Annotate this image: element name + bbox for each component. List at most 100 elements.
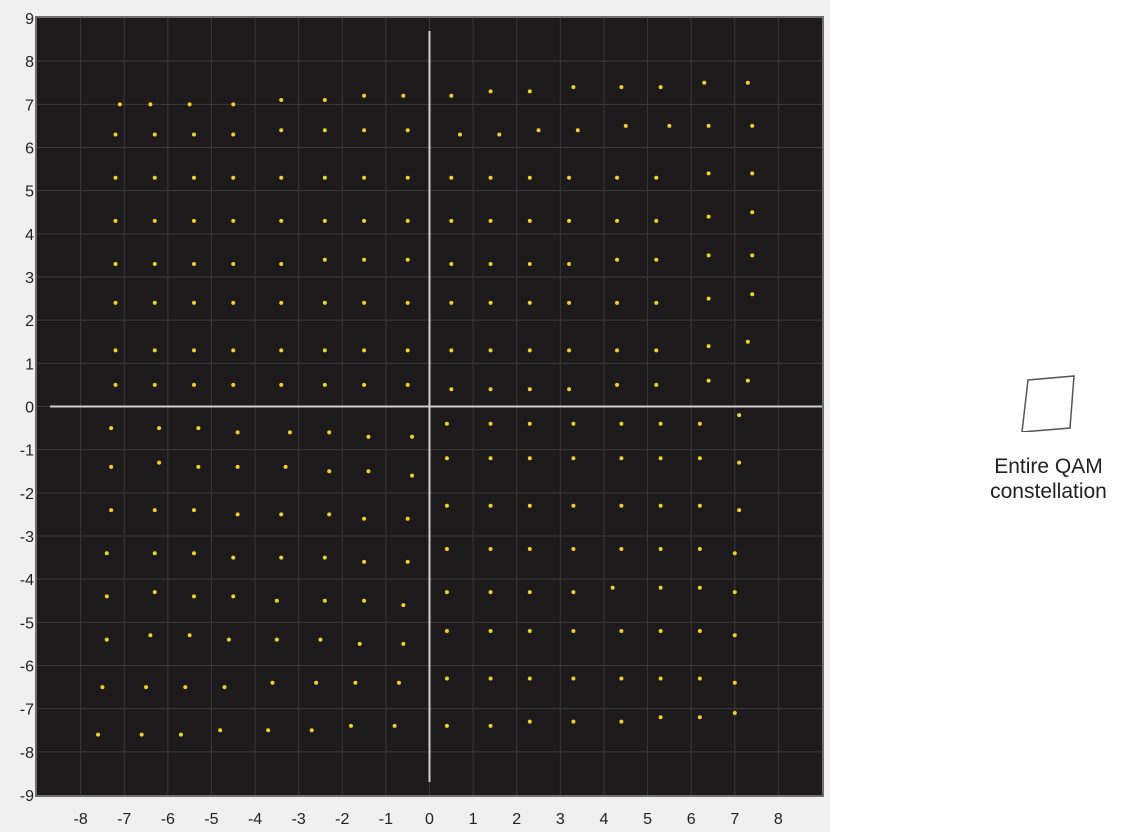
data-point: [405, 348, 410, 353]
data-point: [458, 132, 463, 137]
y-tick-label: -4: [20, 572, 34, 589]
data-point: [567, 387, 572, 392]
data-point: [96, 732, 101, 737]
data-point: [654, 300, 659, 305]
data-point: [192, 594, 196, 599]
data-point: [658, 628, 663, 633]
data-point: [113, 175, 118, 180]
data-point: [571, 503, 576, 508]
data-point: [615, 382, 620, 387]
data-point: [488, 503, 493, 508]
y-tick-labels: 9 8 7 6 5 4 3 2 1 0 -1 -2 -3 -4 -5 -6 -7 -8 -9: [20, 11, 34, 805]
data-point: [658, 85, 663, 90]
data-point: [405, 382, 410, 387]
data-point: [226, 637, 231, 642]
data-point: [139, 732, 144, 737]
data-point: [619, 421, 624, 426]
data-point: [654, 257, 659, 262]
data-point: [104, 637, 109, 642]
data-point: [615, 257, 620, 262]
data-point: [322, 382, 327, 387]
data-point: [444, 456, 449, 461]
data-point: [658, 546, 663, 551]
data-point: [100, 685, 105, 690]
x-tick-label: 0: [425, 811, 434, 828]
data-point: [235, 512, 240, 517]
data-point: [488, 387, 493, 392]
data-point: [571, 456, 576, 461]
data-point: [488, 218, 493, 223]
parallelogram-outline-icon: [1021, 375, 1075, 432]
data-point: [658, 676, 663, 681]
data-point: [405, 257, 410, 262]
data-point: [527, 89, 532, 94]
data-point: [697, 585, 702, 590]
data-point: [488, 590, 493, 595]
x-tick-label: 4: [599, 811, 608, 828]
data-point: [322, 257, 327, 262]
y-tick-label: 9: [25, 11, 34, 28]
data-point: [362, 348, 367, 353]
x-tick-label: 8: [774, 811, 783, 828]
data-point: [109, 464, 114, 469]
data-point: [152, 218, 157, 223]
axis-lines: [50, 30, 822, 783]
data-point: [615, 348, 620, 353]
data-point: [527, 348, 532, 353]
data-point: [327, 430, 332, 435]
data-point: [706, 296, 711, 301]
data-point: [192, 175, 196, 180]
y-tick-label: -7: [20, 702, 34, 719]
data-point: [322, 98, 327, 103]
x-tick-label: -2: [335, 811, 349, 828]
data-point: [231, 175, 236, 180]
data-point: [362, 218, 367, 223]
data-point: [152, 175, 157, 180]
data-point: [706, 344, 711, 349]
data-point: [658, 456, 663, 461]
data-point: [706, 214, 711, 219]
data-point: [266, 728, 271, 733]
y-tick-label: -1: [20, 443, 34, 460]
data-point: [187, 102, 192, 107]
data-point: [745, 339, 750, 344]
y-tick-label: -5: [20, 615, 34, 632]
data-point: [497, 132, 502, 137]
data-point: [654, 175, 659, 180]
data-point: [488, 421, 493, 426]
data-point: [279, 218, 284, 223]
data-point: [449, 218, 454, 223]
data-point: [444, 628, 449, 633]
data-point: [697, 421, 702, 426]
x-tick-label: -4: [248, 811, 262, 828]
data-point: [183, 685, 188, 690]
data-point: [231, 262, 236, 267]
data-point: [527, 300, 532, 305]
data-point: [192, 132, 196, 137]
data-point: [192, 218, 196, 223]
data-point: [619, 503, 624, 508]
data-point: [449, 348, 454, 353]
data-point: [192, 300, 196, 305]
data-point: [309, 728, 314, 733]
data-point: [362, 300, 367, 305]
data-point: [737, 413, 742, 418]
data-point: [615, 175, 620, 180]
data-point: [527, 546, 532, 551]
data-point: [750, 171, 755, 176]
data-point: [737, 460, 742, 465]
data-point: [362, 598, 367, 603]
data-point: [187, 633, 192, 638]
data-point: [274, 598, 279, 603]
data-point: [231, 300, 236, 305]
x-tick-label: -3: [292, 811, 306, 828]
data-point: [410, 473, 415, 478]
data-point: [488, 348, 493, 353]
data-point: [235, 464, 240, 469]
data-point: [148, 633, 153, 638]
legend-label: Entire QAM constellation: [990, 455, 1107, 503]
data-point: [619, 676, 624, 681]
y-tick-label: -6: [20, 659, 34, 676]
data-point: [732, 710, 737, 715]
data-point: [658, 503, 663, 508]
